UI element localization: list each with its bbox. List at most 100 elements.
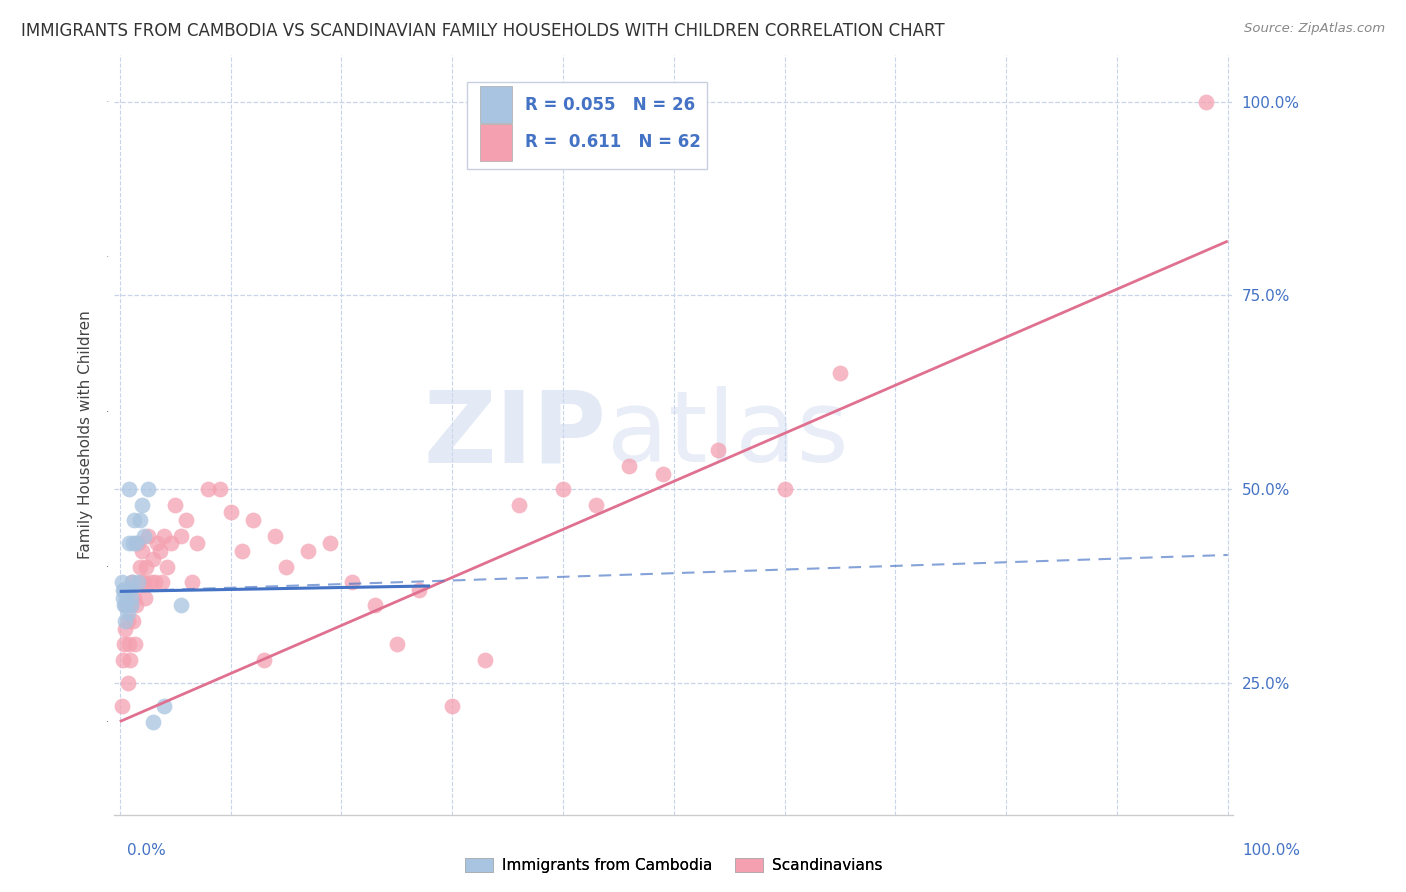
Text: ZIP: ZIP: [423, 386, 606, 483]
Point: [125, 536, 148, 550]
Point: [118, 536, 141, 550]
Text: R = 0.055   N = 26: R = 0.055 N = 26: [524, 95, 695, 113]
Bar: [481, 124, 512, 161]
Text: atlas: atlas: [606, 386, 848, 483]
Point: [112, 652, 135, 666]
Text: IMMIGRANTS FROM CAMBODIA VS SCANDINAVIAN FAMILY HOUSEHOLDS WITH CHILDREN CORRELA: IMMIGRANTS FROM CAMBODIA VS SCANDINAVIAN…: [21, 22, 945, 40]
Point: [129, 575, 152, 590]
Point: [274, 559, 297, 574]
Point: [651, 467, 673, 481]
FancyBboxPatch shape: [467, 82, 707, 169]
Point: [136, 528, 159, 542]
Point: [170, 599, 193, 613]
Point: [117, 606, 139, 620]
Point: [118, 652, 141, 666]
Point: [828, 366, 851, 380]
Point: [120, 599, 142, 613]
Point: [117, 675, 139, 690]
Point: [127, 575, 149, 590]
Text: 0.0%: 0.0%: [127, 843, 166, 858]
Point: [134, 591, 156, 605]
Point: [125, 599, 148, 613]
Point: [131, 544, 153, 558]
Point: [112, 591, 135, 605]
Point: [159, 536, 181, 550]
Point: [707, 443, 730, 458]
Point: [180, 575, 202, 590]
Point: [131, 498, 153, 512]
Point: [114, 622, 136, 636]
Point: [127, 536, 149, 550]
Point: [197, 482, 219, 496]
Point: [128, 559, 150, 574]
Point: [134, 528, 156, 542]
Point: [585, 498, 607, 512]
Point: [128, 513, 150, 527]
Point: [122, 536, 145, 550]
Point: [117, 614, 139, 628]
Point: [139, 575, 162, 590]
Point: [122, 591, 145, 605]
Point: [121, 575, 143, 590]
Point: [149, 544, 172, 558]
Point: [342, 575, 364, 590]
Point: [186, 536, 208, 550]
Point: [242, 513, 264, 527]
Point: [136, 482, 159, 496]
Text: 100.0%: 100.0%: [1243, 843, 1301, 858]
Point: [156, 559, 179, 574]
Point: [170, 528, 193, 542]
Point: [408, 582, 430, 597]
Point: [111, 575, 134, 590]
Point: [135, 559, 157, 574]
Bar: [481, 87, 512, 123]
Point: [114, 599, 136, 613]
Point: [122, 614, 145, 628]
Point: [124, 637, 146, 651]
Point: [115, 591, 138, 605]
Point: [150, 575, 173, 590]
Point: [264, 528, 287, 542]
Point: [174, 513, 197, 527]
Point: [551, 482, 574, 496]
Point: [112, 582, 135, 597]
Point: [142, 551, 165, 566]
Point: [219, 505, 242, 519]
Point: [153, 528, 176, 542]
Point: [120, 599, 142, 613]
Point: [122, 513, 145, 527]
Point: [208, 482, 231, 496]
Point: [112, 582, 135, 597]
Point: [118, 637, 141, 651]
Point: [142, 714, 165, 729]
Point: [115, 599, 138, 613]
Point: [143, 575, 166, 590]
Point: [118, 582, 141, 597]
Point: [508, 498, 530, 512]
Point: [146, 536, 169, 550]
Point: [319, 536, 342, 550]
Point: [253, 652, 276, 666]
Point: [112, 599, 135, 613]
Y-axis label: Family Households with Children: Family Households with Children: [79, 310, 93, 559]
Point: [165, 498, 187, 512]
Legend: Immigrants from Cambodia, Scandinavians: Immigrants from Cambodia, Scandinavians: [460, 852, 889, 880]
Point: [385, 637, 408, 651]
Text: Source: ZipAtlas.com: Source: ZipAtlas.com: [1244, 22, 1385, 36]
Point: [118, 482, 141, 496]
Point: [153, 699, 176, 714]
Point: [112, 637, 135, 651]
Point: [773, 482, 796, 496]
Point: [1194, 95, 1216, 109]
Point: [441, 699, 464, 714]
Point: [121, 575, 143, 590]
Point: [619, 458, 641, 473]
Point: [363, 599, 385, 613]
Point: [297, 544, 319, 558]
Point: [474, 652, 496, 666]
Point: [120, 591, 142, 605]
Point: [111, 699, 134, 714]
Point: [114, 614, 136, 628]
Text: R =  0.611   N = 62: R = 0.611 N = 62: [524, 134, 700, 152]
Point: [134, 575, 156, 590]
